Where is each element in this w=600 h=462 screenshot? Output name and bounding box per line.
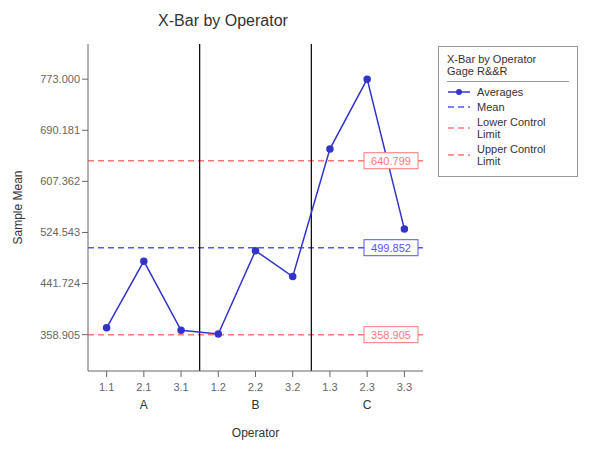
html-text:Lower Control Limit: Lower Control Limit (477, 116, 546, 140)
svg-text:640.799: 640.799 (371, 155, 411, 167)
svg-text:773.000: 773.000 (40, 73, 80, 85)
html-text:Averages: Averages (477, 86, 524, 98)
html-text:Gage R&&R: Gage R&&R (447, 65, 508, 77)
svg-text:1.1: 1.1 (99, 381, 114, 393)
svg-text:3.1: 3.1 (173, 381, 188, 393)
svg-text:524.543: 524.543 (40, 226, 80, 238)
html-text:Upper Control Limit: Upper Control Limit (477, 143, 546, 167)
svg-text:3.3: 3.3 (397, 381, 412, 393)
svg-text:690.181: 690.181 (40, 124, 80, 136)
svg-text:A: A (140, 398, 148, 412)
svg-text:1.3: 1.3 (322, 381, 337, 393)
svg-text:B: B (251, 398, 259, 412)
svg-text:C: C (363, 398, 372, 412)
svg-text:2.2: 2.2 (248, 381, 263, 393)
svg-text:499.852: 499.852 (371, 242, 411, 254)
svg-text:358.905: 358.905 (371, 329, 411, 341)
svg-text:607.362: 607.362 (40, 175, 80, 187)
html-text:X-Bar by Operator: X-Bar by Operator (158, 12, 288, 29)
svg-text:2.1: 2.1 (136, 381, 151, 393)
svg-text:358.905: 358.905 (40, 329, 80, 341)
svg-text:1.2: 1.2 (211, 381, 226, 393)
html-text:Mean: Mean (477, 101, 505, 113)
svg-text:441.724: 441.724 (40, 277, 80, 289)
svg-text:2.3: 2.3 (360, 381, 375, 393)
svg-text:3.2: 3.2 (285, 381, 300, 393)
svg-text:Operator: Operator (232, 426, 279, 440)
html-text:X-Bar by Operator: X-Bar by Operator (447, 53, 537, 65)
svg-text:Sample Mean: Sample Mean (11, 170, 25, 244)
